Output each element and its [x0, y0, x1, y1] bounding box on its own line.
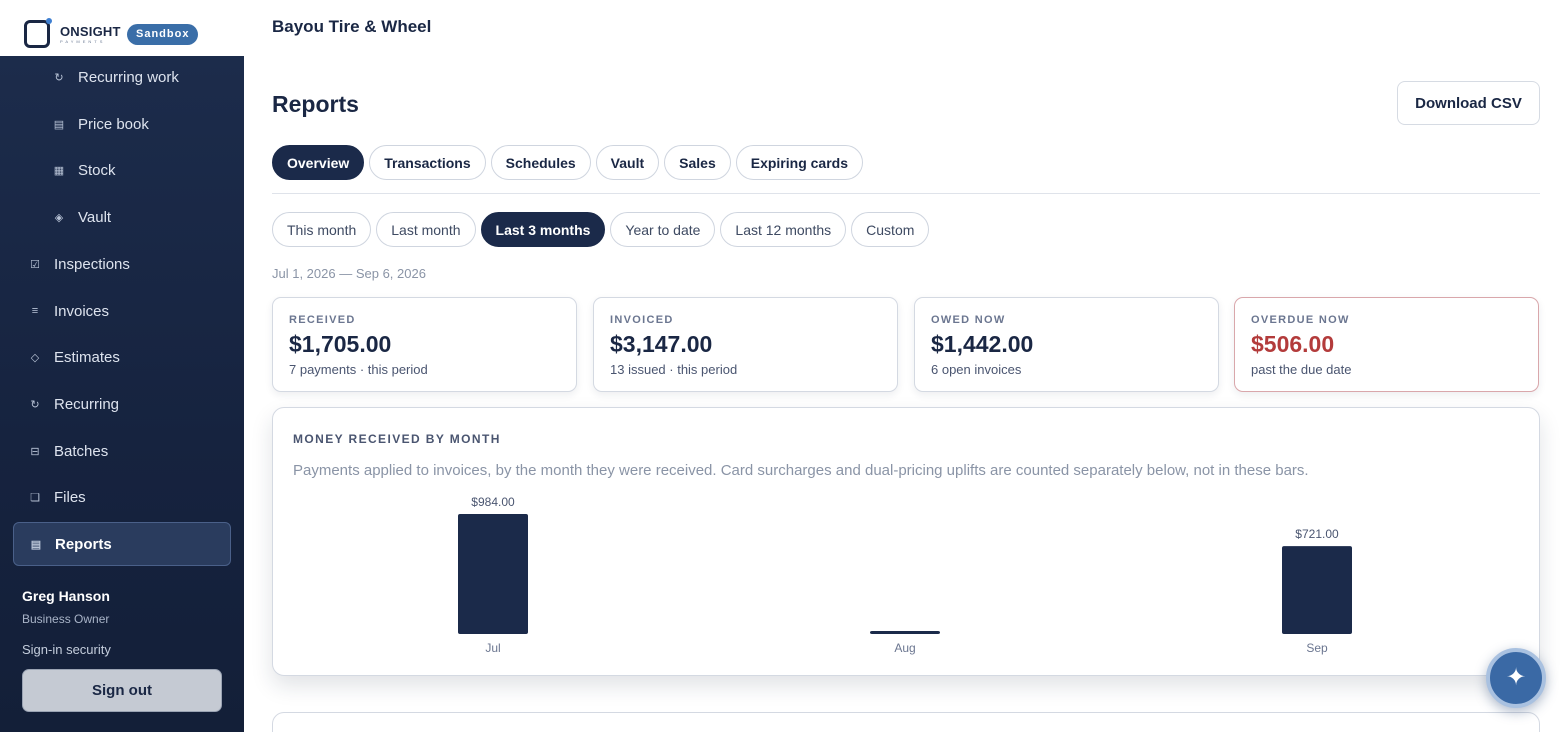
sidebar-item-recurring[interactable]: ↻ Recurring [13, 382, 231, 426]
card-sub: 7 payments · this period [289, 362, 428, 377]
file-icon: ❏ [30, 491, 40, 504]
range-custom[interactable]: Custom [851, 212, 930, 247]
sidebar-item-label: Recurring [54, 395, 120, 413]
overdue-now-card: OVERDUE NOW $506.00 past the due date [1234, 297, 1539, 392]
card-label: RECEIVED [289, 314, 356, 326]
sidebar-item-estimates[interactable]: ◇ Estimates [13, 335, 231, 379]
sidebar: ONSIGHT PAYMENTS Sandbox ↻ Recurring wor… [0, 0, 244, 732]
tab-sales[interactable]: Sales [664, 145, 731, 180]
tab-transactions[interactable]: Transactions [369, 145, 486, 180]
owed-now-card: OWED NOW $1,442.00 6 open invoices [914, 297, 1219, 392]
range-last-month[interactable]: Last month [376, 212, 476, 247]
card-sub: past the due date [1251, 362, 1352, 377]
tab-vault[interactable]: Vault [595, 145, 660, 180]
business-name: Bayou Tire & Wheel [272, 17, 432, 36]
sidebar-item-label: Price book [78, 115, 149, 133]
range-last-3-months[interactable]: Last 3 months [480, 212, 606, 247]
sidebar-item-invoices[interactable]: ≡ Invoices [13, 289, 231, 333]
sign-out-button[interactable]: Sign out [22, 669, 222, 712]
next-section-panel [272, 712, 1540, 732]
diamond-icon: ◈ [54, 211, 64, 224]
sidebar-item-files[interactable]: ❏ Files [13, 475, 231, 519]
brand-name: ONSIGHT [60, 24, 121, 39]
page-title: Reports [272, 91, 359, 117]
card-sub: 6 open invoices [931, 362, 1022, 377]
list-icon: ▤ [53, 118, 65, 131]
sidebar-item-label: Recurring work [78, 68, 179, 86]
date-range-selector: This month Last month Last 3 months Year… [272, 212, 930, 247]
report-tabs: Overview Transactions Schedules Vault Sa… [272, 145, 863, 180]
x-tick-jul: Jul [485, 641, 500, 655]
sidebar-item-label: Batches [54, 442, 109, 460]
sidebar-item-vault[interactable]: ◈ Vault [13, 195, 231, 239]
stack-icon: ⊟ [30, 445, 40, 458]
bar-aug [870, 631, 940, 634]
invoiced-card: INVOICED $3,147.00 13 issued · this peri… [593, 297, 898, 392]
sandbox-badge: Sandbox [127, 24, 199, 45]
sidebar-item-label: Inspections [54, 255, 130, 273]
assistant-button[interactable]: ✦ [1486, 648, 1546, 708]
money-received-bar-chart: $984.00 Jul Aug $721.00 Sep [458, 495, 1352, 655]
sidebar-item-label: Estimates [54, 348, 120, 366]
sidebar-item-inspections[interactable]: ☑ Inspections [13, 242, 231, 286]
tabs-divider [272, 193, 1540, 194]
tab-schedules[interactable]: Schedules [490, 145, 591, 180]
lines-icon: ≡ [31, 305, 39, 317]
sidebar-item-label: Invoices [54, 302, 110, 320]
sidebar-item-recurring-work[interactable]: ↻ Recurring work [13, 55, 231, 99]
card-value: $1,442.00 [931, 331, 1034, 357]
report-icon: ▤ [30, 538, 42, 551]
user-name: Greg Hanson [22, 588, 110, 604]
sidebar-item-price-book[interactable]: ▤ Price book [13, 102, 231, 146]
checkbox-icon: ☑ [30, 258, 40, 271]
sidebar-item-reports[interactable]: ▤ Reports [13, 522, 231, 566]
sidebar-item-label: Files [54, 488, 86, 506]
received-card: RECEIVED $1,705.00 7 payments · this per… [272, 297, 577, 392]
x-tick-aug: Aug [894, 641, 915, 655]
card-label: INVOICED [610, 314, 674, 326]
download-csv-button[interactable]: Download CSV [1397, 81, 1540, 125]
card-label: OVERDUE NOW [1251, 314, 1350, 326]
period-label: Jul 1, 2026 — Sep 6, 2026 [272, 266, 426, 281]
tab-overview[interactable]: Overview [272, 145, 365, 180]
x-tick-sep: Sep [1306, 641, 1328, 655]
chart-title: MONEY RECEIVED BY MONTH [293, 432, 501, 446]
refresh-icon: ↻ [30, 398, 40, 411]
bar-jul [458, 514, 528, 634]
card-sub: 13 issued · this period [610, 362, 738, 377]
refresh-icon: ↻ [54, 71, 64, 84]
sidebar-item-batches[interactable]: ⊟ Batches [13, 429, 231, 473]
sparkle-icon: ✦ [1505, 664, 1527, 691]
sign-in-security-link[interactable]: Sign-in security [22, 642, 111, 657]
logo-bar: ONSIGHT PAYMENTS Sandbox [0, 0, 244, 56]
range-this-month[interactable]: This month [272, 212, 372, 247]
range-last-12-months[interactable]: Last 12 months [720, 212, 847, 247]
diamond-outline-icon: ◇ [30, 351, 40, 364]
card-value: $3,147.00 [610, 331, 713, 357]
card-label: OWED NOW [931, 314, 1006, 326]
user-role: Business Owner [22, 612, 110, 626]
data-label-jul: $984.00 [471, 495, 515, 509]
sidebar-item-label: Stock [78, 161, 116, 179]
grid-icon: ▦ [53, 164, 65, 177]
card-value: $1,705.00 [289, 331, 392, 357]
brand-sub: PAYMENTS [60, 39, 106, 44]
sidebar-item-stock[interactable]: ▦ Stock [13, 148, 231, 192]
sidebar-item-label: Vault [78, 208, 112, 226]
bar-sep [1282, 546, 1352, 634]
money-received-chart-panel: MONEY RECEIVED BY MONTH Payments applied… [272, 407, 1540, 676]
onsight-logo-icon [24, 18, 52, 48]
sidebar-item-label: Reports [55, 535, 112, 553]
chart-description: Payments applied to invoices, by the mon… [293, 462, 1309, 479]
range-year-to-date[interactable]: Year to date [610, 212, 716, 247]
card-value: $506.00 [1251, 331, 1335, 357]
tab-expiring-cards[interactable]: Expiring cards [735, 145, 863, 180]
data-label-sep: $721.00 [1295, 527, 1339, 541]
main-content: Bayou Tire & Wheel Reports Download CSV … [244, 0, 1568, 732]
